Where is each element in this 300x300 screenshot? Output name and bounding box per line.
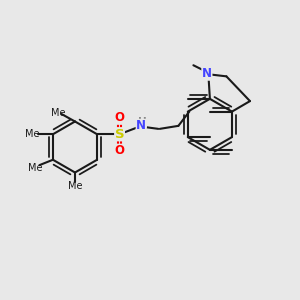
Text: Me: Me (28, 163, 42, 173)
Text: Me: Me (51, 107, 66, 118)
Text: O: O (115, 111, 124, 124)
Text: S: S (115, 128, 124, 141)
Text: Me: Me (68, 181, 82, 191)
Text: Me: Me (25, 129, 39, 139)
Text: H: H (138, 117, 146, 127)
Text: N: N (136, 119, 146, 132)
Text: N: N (202, 67, 212, 80)
Text: O: O (115, 144, 124, 157)
